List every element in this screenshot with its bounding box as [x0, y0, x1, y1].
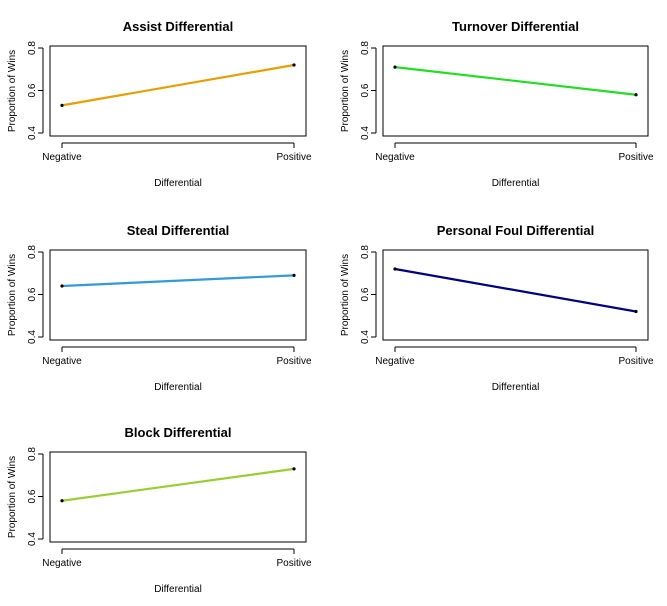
x-tick-label: Negative [42, 356, 82, 367]
chart-title: Block Differential [125, 425, 232, 440]
y-axis-label: Proportion of Wins [340, 50, 351, 132]
chart-title: Turnover Differential [452, 19, 579, 34]
x-axis-label: Differential [492, 382, 540, 393]
y-tick-label: 0.4 [27, 126, 38, 140]
y-tick-label: 0.8 [27, 447, 38, 461]
y-tick-label: 0.6 [27, 489, 38, 503]
x-tick-label: Positive [618, 356, 653, 367]
x-tick-label: Positive [276, 356, 311, 367]
y-tick-label: 0.8 [360, 41, 371, 55]
data-point [60, 499, 64, 503]
series-line [61, 467, 295, 502]
x-tick-label: Positive [276, 558, 311, 569]
chart-panel-2: Turnover Differential 0.4 0.6 0.8 Proportion… [340, 19, 654, 189]
x-axis-label: Differential [492, 178, 540, 189]
y-tick-label: 0.6 [27, 83, 38, 97]
y-tick-label: 0.8 [360, 245, 371, 259]
data-point [292, 273, 296, 277]
x-tick-label: Positive [618, 152, 653, 163]
plot-frame [49, 249, 307, 341]
y-tick-label: 0.6 [27, 287, 38, 301]
data-point [634, 93, 638, 97]
data-point [393, 267, 397, 271]
x-axis-label: Differential [154, 584, 202, 595]
y-tick-label: 0.4 [360, 126, 371, 140]
x-tick-label: Negative [375, 152, 415, 163]
plot-frame [49, 45, 307, 137]
x-axis-label: Differential [154, 178, 202, 189]
x-tick-label: Negative [42, 152, 82, 163]
series-line [394, 267, 637, 313]
x-tick-label: Negative [375, 356, 415, 367]
series-line [61, 63, 295, 107]
chart-panel-5: Block Differential 0.4 0.6 0.8 Proportion of… [7, 425, 312, 595]
plot-frame [382, 45, 649, 137]
plot-frame [382, 249, 649, 341]
chart-panel-3: Steal Differential 0.4 0.6 0.8 Proportion of… [7, 223, 312, 393]
data-point [634, 309, 638, 314]
data-point [60, 103, 64, 107]
chart-panel-1: Assist Differential 0.4 0.6 0.8 Proportion o… [7, 19, 312, 189]
y-tick-label: 0.6 [360, 287, 371, 301]
y-axis-label: Proportion of Wins [7, 50, 18, 132]
series-line [394, 66, 637, 96]
y-tick-label: 0.4 [27, 532, 38, 546]
chart-panel-4: Personal Foul Differential 0.4 0.6 0.8 Propo… [340, 223, 654, 393]
y-tick-label: 0.6 [360, 83, 371, 97]
data-point [393, 65, 397, 69]
y-axis-label: Proportion of Wins [7, 456, 18, 538]
chart-title: Assist Differential [123, 19, 234, 34]
chart-title: Steal Differential [127, 223, 230, 238]
data-point [292, 467, 296, 471]
data-point [292, 63, 296, 67]
x-tick-label: Negative [42, 558, 82, 569]
y-tick-label: 0.8 [27, 245, 38, 259]
chart-title: Personal Foul Differential [437, 223, 594, 238]
y-tick-label: 0.8 [27, 41, 38, 55]
series-line [61, 274, 295, 288]
data-point [60, 284, 64, 288]
x-axis-label: Differential [154, 382, 202, 393]
y-tick-label: 0.4 [27, 330, 38, 344]
y-axis-label: Proportion of Wins [340, 254, 351, 336]
y-axis-label: Proportion of Wins [7, 254, 18, 336]
y-tick-label: 0.4 [360, 330, 371, 344]
x-tick-label: Positive [276, 152, 311, 163]
plot-frame [49, 451, 307, 543]
